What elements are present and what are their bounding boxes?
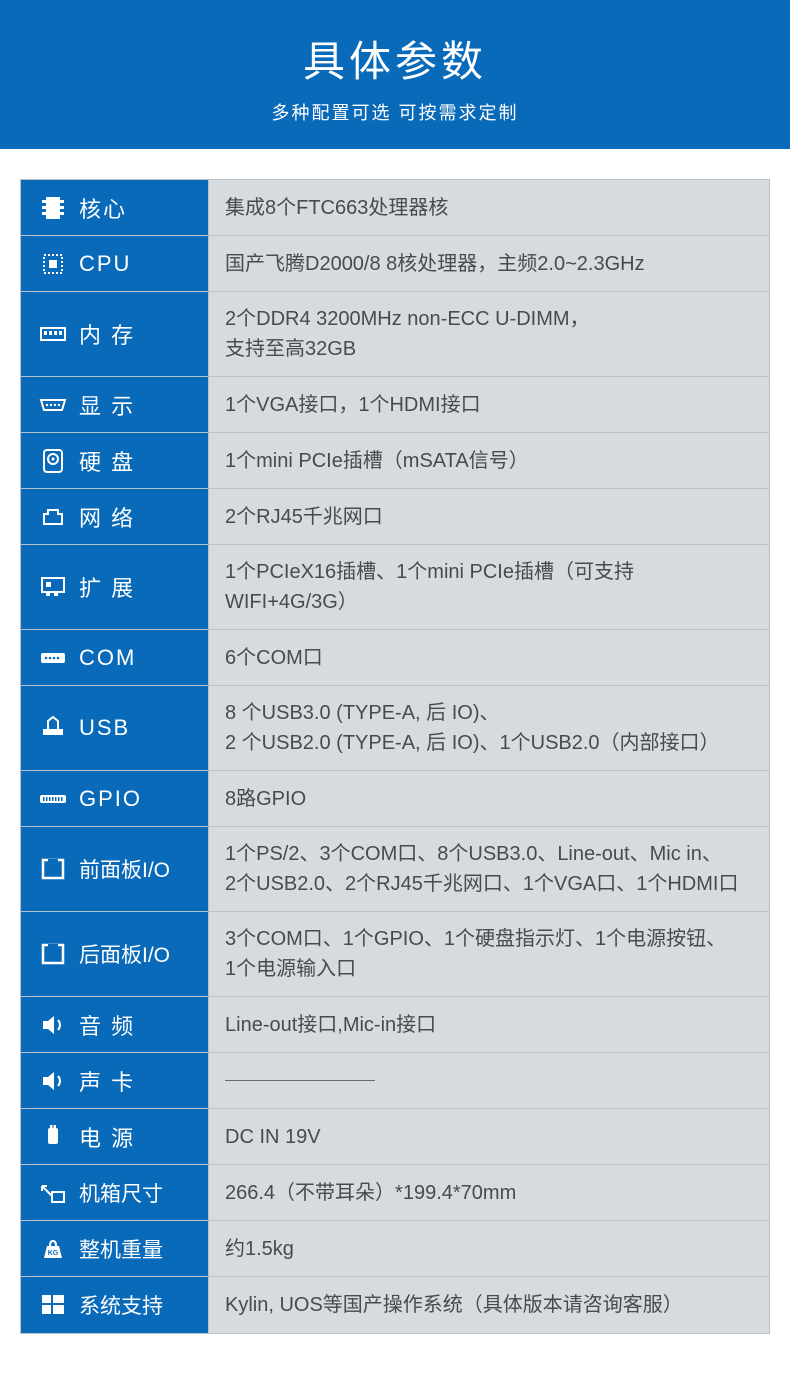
spec-label: 核心 xyxy=(79,192,127,224)
spec-value: 约1.5kg xyxy=(209,1221,769,1276)
spec-label-cell: 网 络 xyxy=(21,489,209,544)
spec-label-cell: 内 存 xyxy=(21,292,209,376)
weight-icon xyxy=(33,1232,73,1266)
spec-row: 内 存 2个DDR4 3200MHz non-ECC U-DIMM， 支持至高32… xyxy=(21,292,769,377)
usb-icon xyxy=(33,711,73,745)
spec-label: 机箱尺寸 xyxy=(79,1178,163,1208)
spec-value: 2个DDR4 3200MHz non-ECC U-DIMM， 支持至高32GB xyxy=(209,292,769,376)
spec-row: GPIO 8路GPIO xyxy=(21,771,769,827)
spec-label: 前面板I/O xyxy=(79,854,170,884)
spec-row: CPU 国产飞腾D2000/8 8核处理器，主频2.0~2.3GHz xyxy=(21,236,769,292)
spec-label-cell: 扩 展 xyxy=(21,545,209,629)
spec-row: 电 源 DC IN 19V xyxy=(21,1109,769,1165)
spec-value: Kylin, UOS等国产操作系统（具体版本请咨询客服） xyxy=(209,1277,769,1333)
spec-label: 网 络 xyxy=(79,501,135,533)
specs-table: 核心 集成8个FTC663处理器核 CPU 国产飞腾D2000/8 8核处理器，主频2… xyxy=(20,179,770,1334)
spec-label-cell: 机箱尺寸 xyxy=(21,1165,209,1220)
spec-value: 8 个USB3.0 (TYPE-A, 后 IO)、 2 个USB2.0 (TYP… xyxy=(209,686,769,770)
spec-row: 后面板I/O 3个COM口、1个GPIO、1个硬盘指示灯、1个电源按钮、 1个电源… xyxy=(21,912,769,997)
spec-label-cell: 音 频 xyxy=(21,997,209,1052)
spec-label-cell: 硬 盘 xyxy=(21,433,209,488)
spec-label: 硬 盘 xyxy=(79,445,135,477)
spec-row: 系统支持 Kylin, UOS等国产操作系统（具体版本请咨询客服） xyxy=(21,1277,769,1333)
spec-value: 集成8个FTC663处理器核 xyxy=(209,180,769,235)
spec-label: COM xyxy=(79,645,136,671)
spec-label: 整机重量 xyxy=(79,1234,163,1264)
spec-label: 后面板I/O xyxy=(79,939,170,969)
spec-label: USB xyxy=(79,715,130,741)
spec-label-cell: 系统支持 xyxy=(21,1277,209,1333)
spec-label-cell: CPU xyxy=(21,236,209,291)
spec-label: 音 频 xyxy=(79,1009,135,1041)
spec-value: DC IN 19V xyxy=(209,1109,769,1164)
spec-label: GPIO xyxy=(79,786,142,812)
spec-label: 显 示 xyxy=(79,389,135,421)
net-icon xyxy=(33,500,73,534)
audio-icon xyxy=(33,1008,73,1042)
spec-row: 硬 盘 1个mini PCIe插槽（mSATA信号） xyxy=(21,433,769,489)
spec-label-cell: COM xyxy=(21,630,209,685)
spec-row: 核心 集成8个FTC663处理器核 xyxy=(21,180,769,236)
spec-label: 扩 展 xyxy=(79,571,135,603)
spec-label-cell: 后面板I/O xyxy=(21,912,209,996)
spec-label: CPU xyxy=(79,251,131,277)
spec-row: 显 示 1个VGA接口，1个HDMI接口 xyxy=(21,377,769,433)
spec-label: 电 源 xyxy=(79,1121,135,1153)
gpio-icon xyxy=(33,782,73,816)
spec-label-cell: 声 卡 xyxy=(21,1053,209,1108)
spec-value: 6个COM口 xyxy=(209,630,769,685)
spec-label-cell: 核心 xyxy=(21,180,209,235)
spec-label-cell: 前面板I/O xyxy=(21,827,209,911)
spec-row: 整机重量 约1.5kg xyxy=(21,1221,769,1277)
spec-value: Line-out接口,Mic-in接口 xyxy=(209,997,769,1052)
chip-icon xyxy=(33,191,73,225)
panel-icon xyxy=(33,937,73,971)
spec-row: 前面板I/O 1个PS/2、3个COM口、8个USB3.0、Line-out、Mi… xyxy=(21,827,769,912)
header: 具体参数 多种配置可选 可按需求定制 xyxy=(0,0,790,149)
spec-row: 声 卡 xyxy=(21,1053,769,1109)
power-icon xyxy=(33,1120,73,1154)
spec-label: 系统支持 xyxy=(79,1290,163,1320)
spec-row: COM 6个COM口 xyxy=(21,630,769,686)
spec-row: 扩 展 1个PCIeX16插槽、1个mini PCIe插槽（可支持WIFI+4G/… xyxy=(21,545,769,630)
ram-icon xyxy=(33,317,73,351)
audio-icon xyxy=(33,1064,73,1098)
spec-label-cell: GPIO xyxy=(21,771,209,826)
spec-label-cell: USB xyxy=(21,686,209,770)
spec-label-cell: 整机重量 xyxy=(21,1221,209,1276)
spec-value: 1个VGA接口，1个HDMI接口 xyxy=(209,377,769,432)
cpu-icon xyxy=(33,247,73,281)
spec-value xyxy=(209,1053,769,1108)
page-title: 具体参数 xyxy=(0,28,790,89)
os-icon xyxy=(33,1288,73,1322)
spec-value: 2个RJ45千兆网口 xyxy=(209,489,769,544)
empty-dash xyxy=(225,1080,375,1081)
spec-row: 网 络 2个RJ45千兆网口 xyxy=(21,489,769,545)
spec-value: 1个PCIeX16插槽、1个mini PCIe插槽（可支持WIFI+4G/3G） xyxy=(209,545,769,629)
spec-value: 8路GPIO xyxy=(209,771,769,826)
com-icon xyxy=(33,641,73,675)
spec-value: 3个COM口、1个GPIO、1个硬盘指示灯、1个电源按钮、 1个电源输入口 xyxy=(209,912,769,996)
spec-value: 1个PS/2、3个COM口、8个USB3.0、Line-out、Mic in、 … xyxy=(209,827,769,911)
spec-row: 音 频 Line-out接口,Mic-in接口 xyxy=(21,997,769,1053)
page-subtitle: 多种配置可选 可按需求定制 xyxy=(0,99,790,125)
spec-value: 1个mini PCIe插槽（mSATA信号） xyxy=(209,433,769,488)
hdd-icon xyxy=(33,444,73,478)
spec-label-cell: 电 源 xyxy=(21,1109,209,1164)
size-icon xyxy=(33,1176,73,1210)
panel-icon xyxy=(33,852,73,886)
spec-value: 国产飞腾D2000/8 8核处理器，主频2.0~2.3GHz xyxy=(209,236,769,291)
spec-row: USB 8 个USB3.0 (TYPE-A, 后 IO)、 2 个USB2.0 (… xyxy=(21,686,769,771)
expand-icon xyxy=(33,570,73,604)
spec-label: 内 存 xyxy=(79,318,135,350)
spec-row: 机箱尺寸 266.4（不带耳朵）*199.4*70mm xyxy=(21,1165,769,1221)
spec-value: 266.4（不带耳朵）*199.4*70mm xyxy=(209,1165,769,1220)
vga-icon xyxy=(33,388,73,422)
spec-label: 声 卡 xyxy=(79,1065,135,1097)
spec-label-cell: 显 示 xyxy=(21,377,209,432)
